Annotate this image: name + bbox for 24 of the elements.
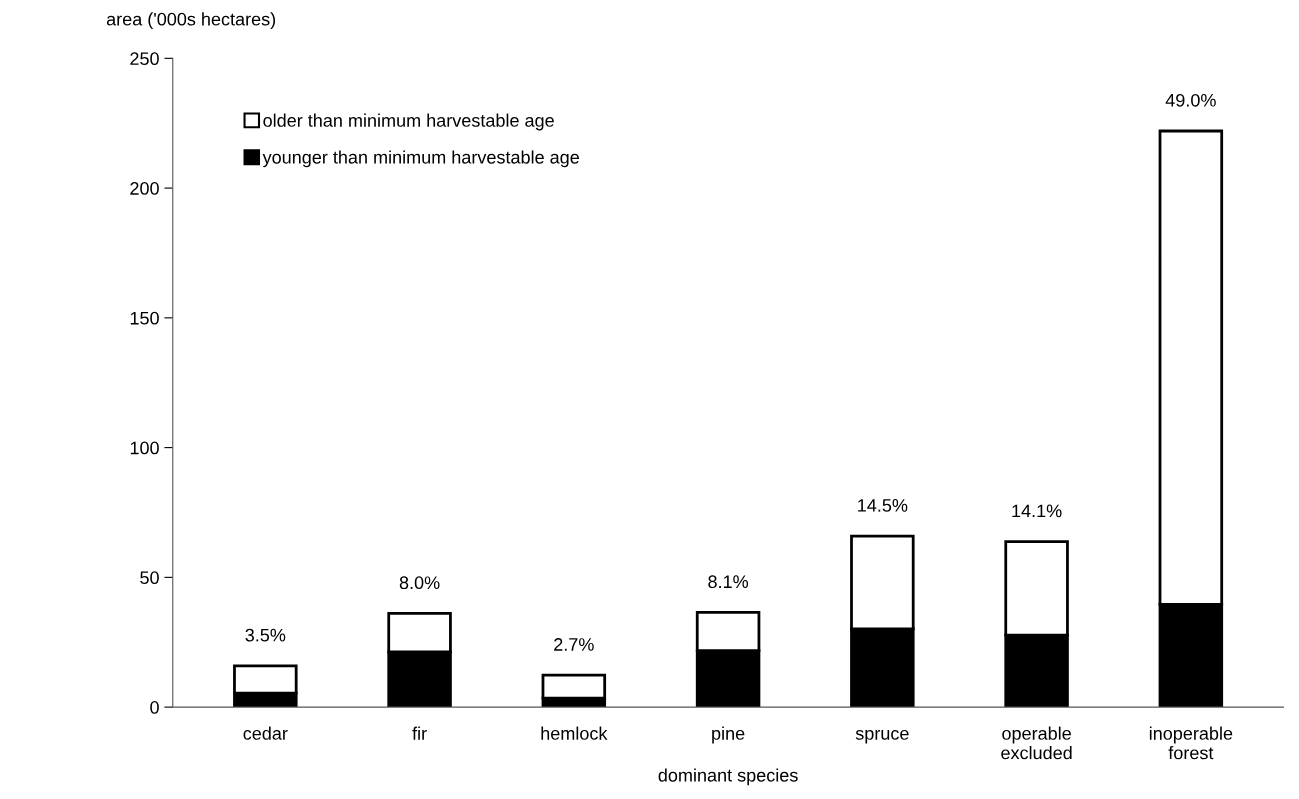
annotation: 2.7%: [554, 638, 594, 651]
legend-label: younger than minimum harvestable age: [262, 150, 579, 168]
x-tick-label: pine: [712, 726, 745, 744]
x-tick-label: fir: [412, 726, 427, 740]
y-tick-label: 250: [130, 52, 159, 66]
y-tick-label: 100: [130, 441, 159, 455]
annotation: 8.0%: [399, 576, 440, 590]
annotation: 49.0%: [1165, 93, 1216, 107]
x-tick-label: hemlock: [541, 726, 608, 740]
annotation: 14.5%: [858, 499, 908, 512]
y-axis-title: area ('000s hectares): [106, 12, 276, 30]
y-tick-label: 0: [150, 701, 159, 714]
x-tick-label: operable excluded: [1001, 726, 1072, 760]
x-tick-label: inoperable forest: [1149, 726, 1233, 760]
annotation: 8.1%: [708, 575, 749, 589]
x-tick-label: cedar: [243, 726, 288, 740]
annotation: 14.1%: [1012, 504, 1062, 518]
legend-label: older than minimum harvestable age: [263, 113, 554, 131]
y-tick-label: 200: [130, 182, 159, 195]
y-tick-label: 150: [130, 311, 159, 325]
x-tick-label: spruce: [855, 729, 909, 744]
annotation: 3.5%: [245, 628, 286, 642]
x-axis-title: dominant species: [658, 768, 798, 786]
y-tick-label: 50: [140, 571, 159, 585]
